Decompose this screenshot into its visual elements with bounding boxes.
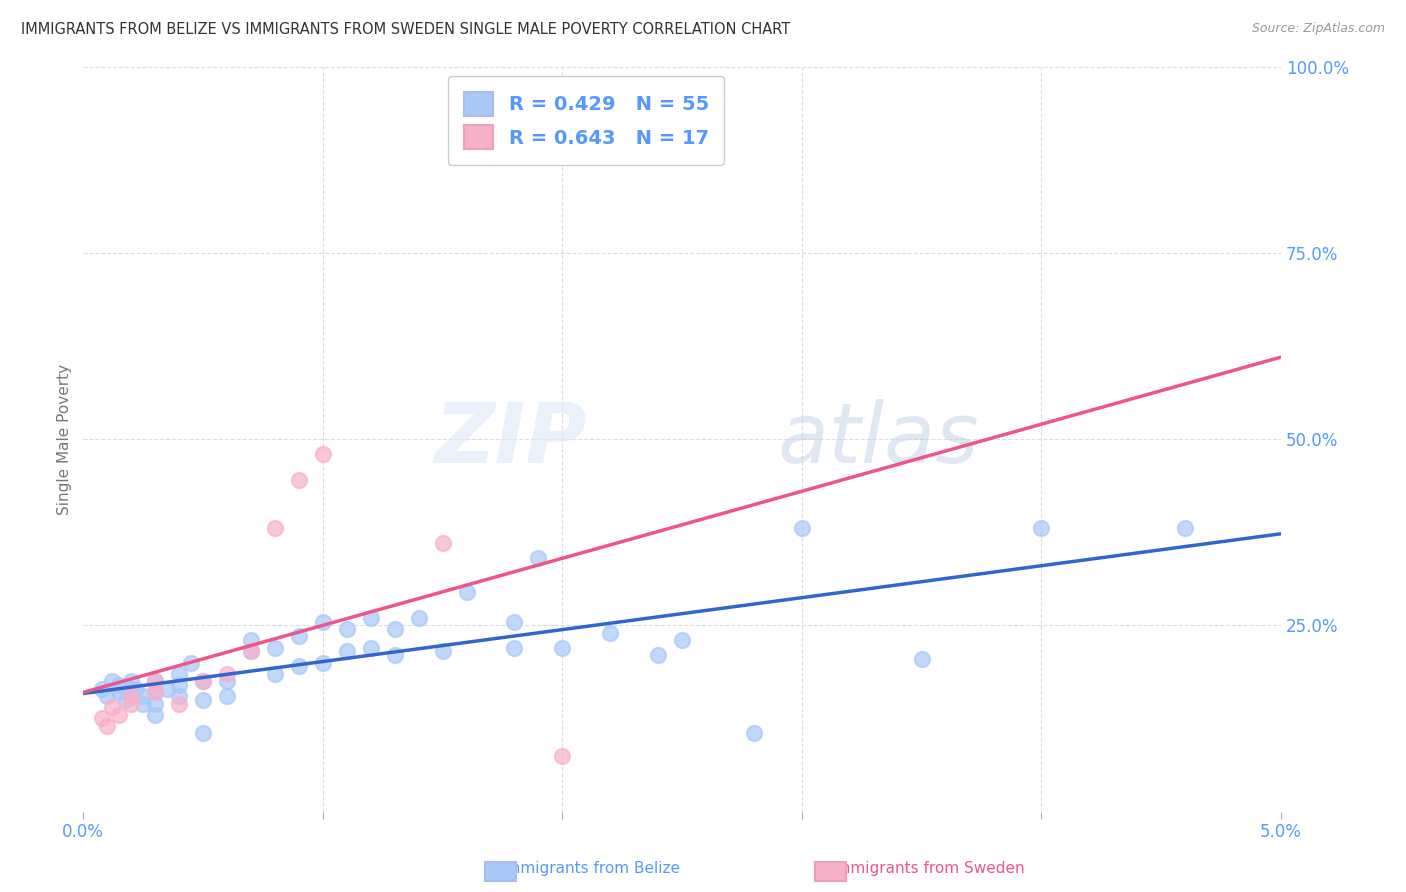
Point xyxy=(551,640,574,655)
Point xyxy=(360,611,382,625)
Point xyxy=(191,726,214,740)
Point xyxy=(191,693,214,707)
Point xyxy=(215,674,238,689)
Point xyxy=(599,625,621,640)
Point xyxy=(120,689,142,703)
Point xyxy=(215,666,238,681)
Point xyxy=(91,681,114,696)
Point xyxy=(551,748,574,763)
Point xyxy=(143,685,166,699)
Point xyxy=(336,644,359,658)
Text: IMMIGRANTS FROM BELIZE VS IMMIGRANTS FROM SWEDEN SINGLE MALE POVERTY CORRELATION: IMMIGRANTS FROM BELIZE VS IMMIGRANTS FRO… xyxy=(21,22,790,37)
Point xyxy=(790,521,813,535)
Point xyxy=(101,674,124,689)
Point xyxy=(312,656,335,670)
Point xyxy=(239,644,262,658)
Point xyxy=(96,689,118,703)
Point xyxy=(143,674,166,689)
Point xyxy=(167,697,190,711)
Point xyxy=(108,678,131,692)
Point xyxy=(132,689,155,703)
Point xyxy=(1031,521,1053,535)
Point xyxy=(239,633,262,648)
Point xyxy=(120,689,142,703)
Point xyxy=(384,622,406,636)
Point xyxy=(312,615,335,629)
Point xyxy=(143,685,166,699)
Point xyxy=(101,700,124,714)
Point xyxy=(167,678,190,692)
Point xyxy=(503,640,526,655)
Point xyxy=(96,719,118,733)
Point xyxy=(742,726,765,740)
Point xyxy=(143,674,166,689)
Text: atlas: atlas xyxy=(778,399,980,480)
Point xyxy=(264,640,287,655)
Point xyxy=(384,648,406,662)
Point xyxy=(432,644,454,658)
Point xyxy=(671,633,693,648)
Point xyxy=(125,681,148,696)
Point xyxy=(91,711,114,725)
Point xyxy=(167,666,190,681)
Point xyxy=(312,447,335,461)
Point xyxy=(180,656,202,670)
Y-axis label: Single Male Poverty: Single Male Poverty xyxy=(58,364,72,515)
Point xyxy=(120,681,142,696)
Point xyxy=(215,689,238,703)
Point xyxy=(503,615,526,629)
Point xyxy=(1174,521,1197,535)
Point xyxy=(647,648,669,662)
Text: Source: ZipAtlas.com: Source: ZipAtlas.com xyxy=(1251,22,1385,36)
Legend: R = 0.429   N = 55, R = 0.643   N = 17: R = 0.429 N = 55, R = 0.643 N = 17 xyxy=(449,77,724,165)
Point xyxy=(120,697,142,711)
Point xyxy=(432,536,454,550)
Point xyxy=(527,551,550,566)
Point xyxy=(143,707,166,722)
Point xyxy=(288,630,311,644)
Point xyxy=(408,611,430,625)
Point xyxy=(264,521,287,535)
Text: Immigrants from Belize: Immigrants from Belize xyxy=(501,861,681,876)
Point xyxy=(288,473,311,487)
Point xyxy=(456,584,478,599)
Point xyxy=(288,659,311,673)
Point xyxy=(108,685,131,699)
Point xyxy=(191,674,214,689)
Point xyxy=(239,644,262,658)
Point xyxy=(115,693,138,707)
Text: ZIP: ZIP xyxy=(433,399,586,480)
Point xyxy=(143,697,166,711)
Point xyxy=(132,697,155,711)
Point xyxy=(156,681,179,696)
Point xyxy=(911,652,934,666)
Point xyxy=(360,640,382,655)
Point xyxy=(264,666,287,681)
Point xyxy=(120,674,142,689)
Text: Immigrants from Sweden: Immigrants from Sweden xyxy=(831,861,1025,876)
Point xyxy=(191,674,214,689)
Point xyxy=(336,622,359,636)
Point xyxy=(167,689,190,703)
Point xyxy=(108,707,131,722)
